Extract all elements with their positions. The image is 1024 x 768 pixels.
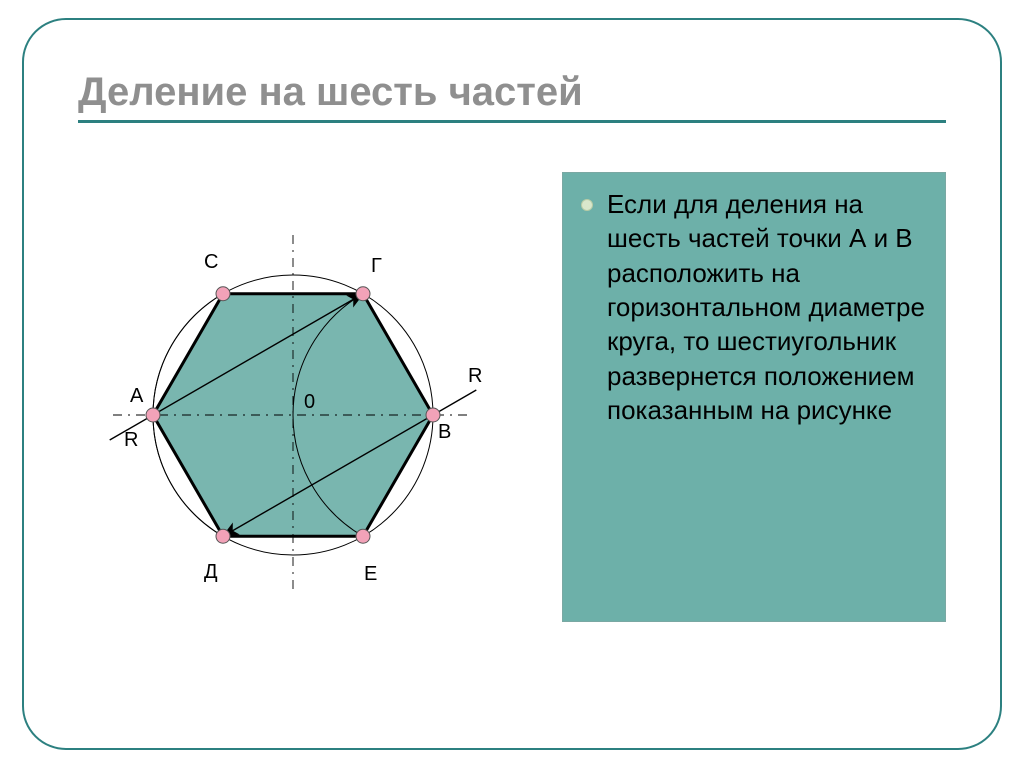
svg-text:Д: Д — [204, 561, 218, 583]
description-box: Если для деления на шесть частей точки А… — [562, 172, 946, 622]
slide-title: Деление на шесть частей — [78, 70, 946, 114]
bullet-text: Если для деления на шесть частей точки А… — [607, 187, 927, 427]
svg-text:0: 0 — [304, 391, 315, 413]
bullet-icon — [581, 199, 593, 211]
svg-text:Г: Г — [371, 255, 382, 277]
svg-text:А: А — [130, 385, 144, 407]
title-block: Деление на шесть частей — [78, 70, 946, 123]
svg-text:В: В — [438, 421, 451, 443]
hexagon-diagram: RRАВСГДЕ0 — [68, 190, 538, 660]
bullet-item: Если для деления на шесть частей точки А… — [581, 187, 927, 427]
svg-text:Е: Е — [364, 563, 377, 585]
svg-text:С: С — [204, 251, 218, 273]
title-underline — [78, 120, 946, 123]
svg-text:R: R — [124, 429, 138, 451]
svg-text:R: R — [468, 365, 482, 387]
